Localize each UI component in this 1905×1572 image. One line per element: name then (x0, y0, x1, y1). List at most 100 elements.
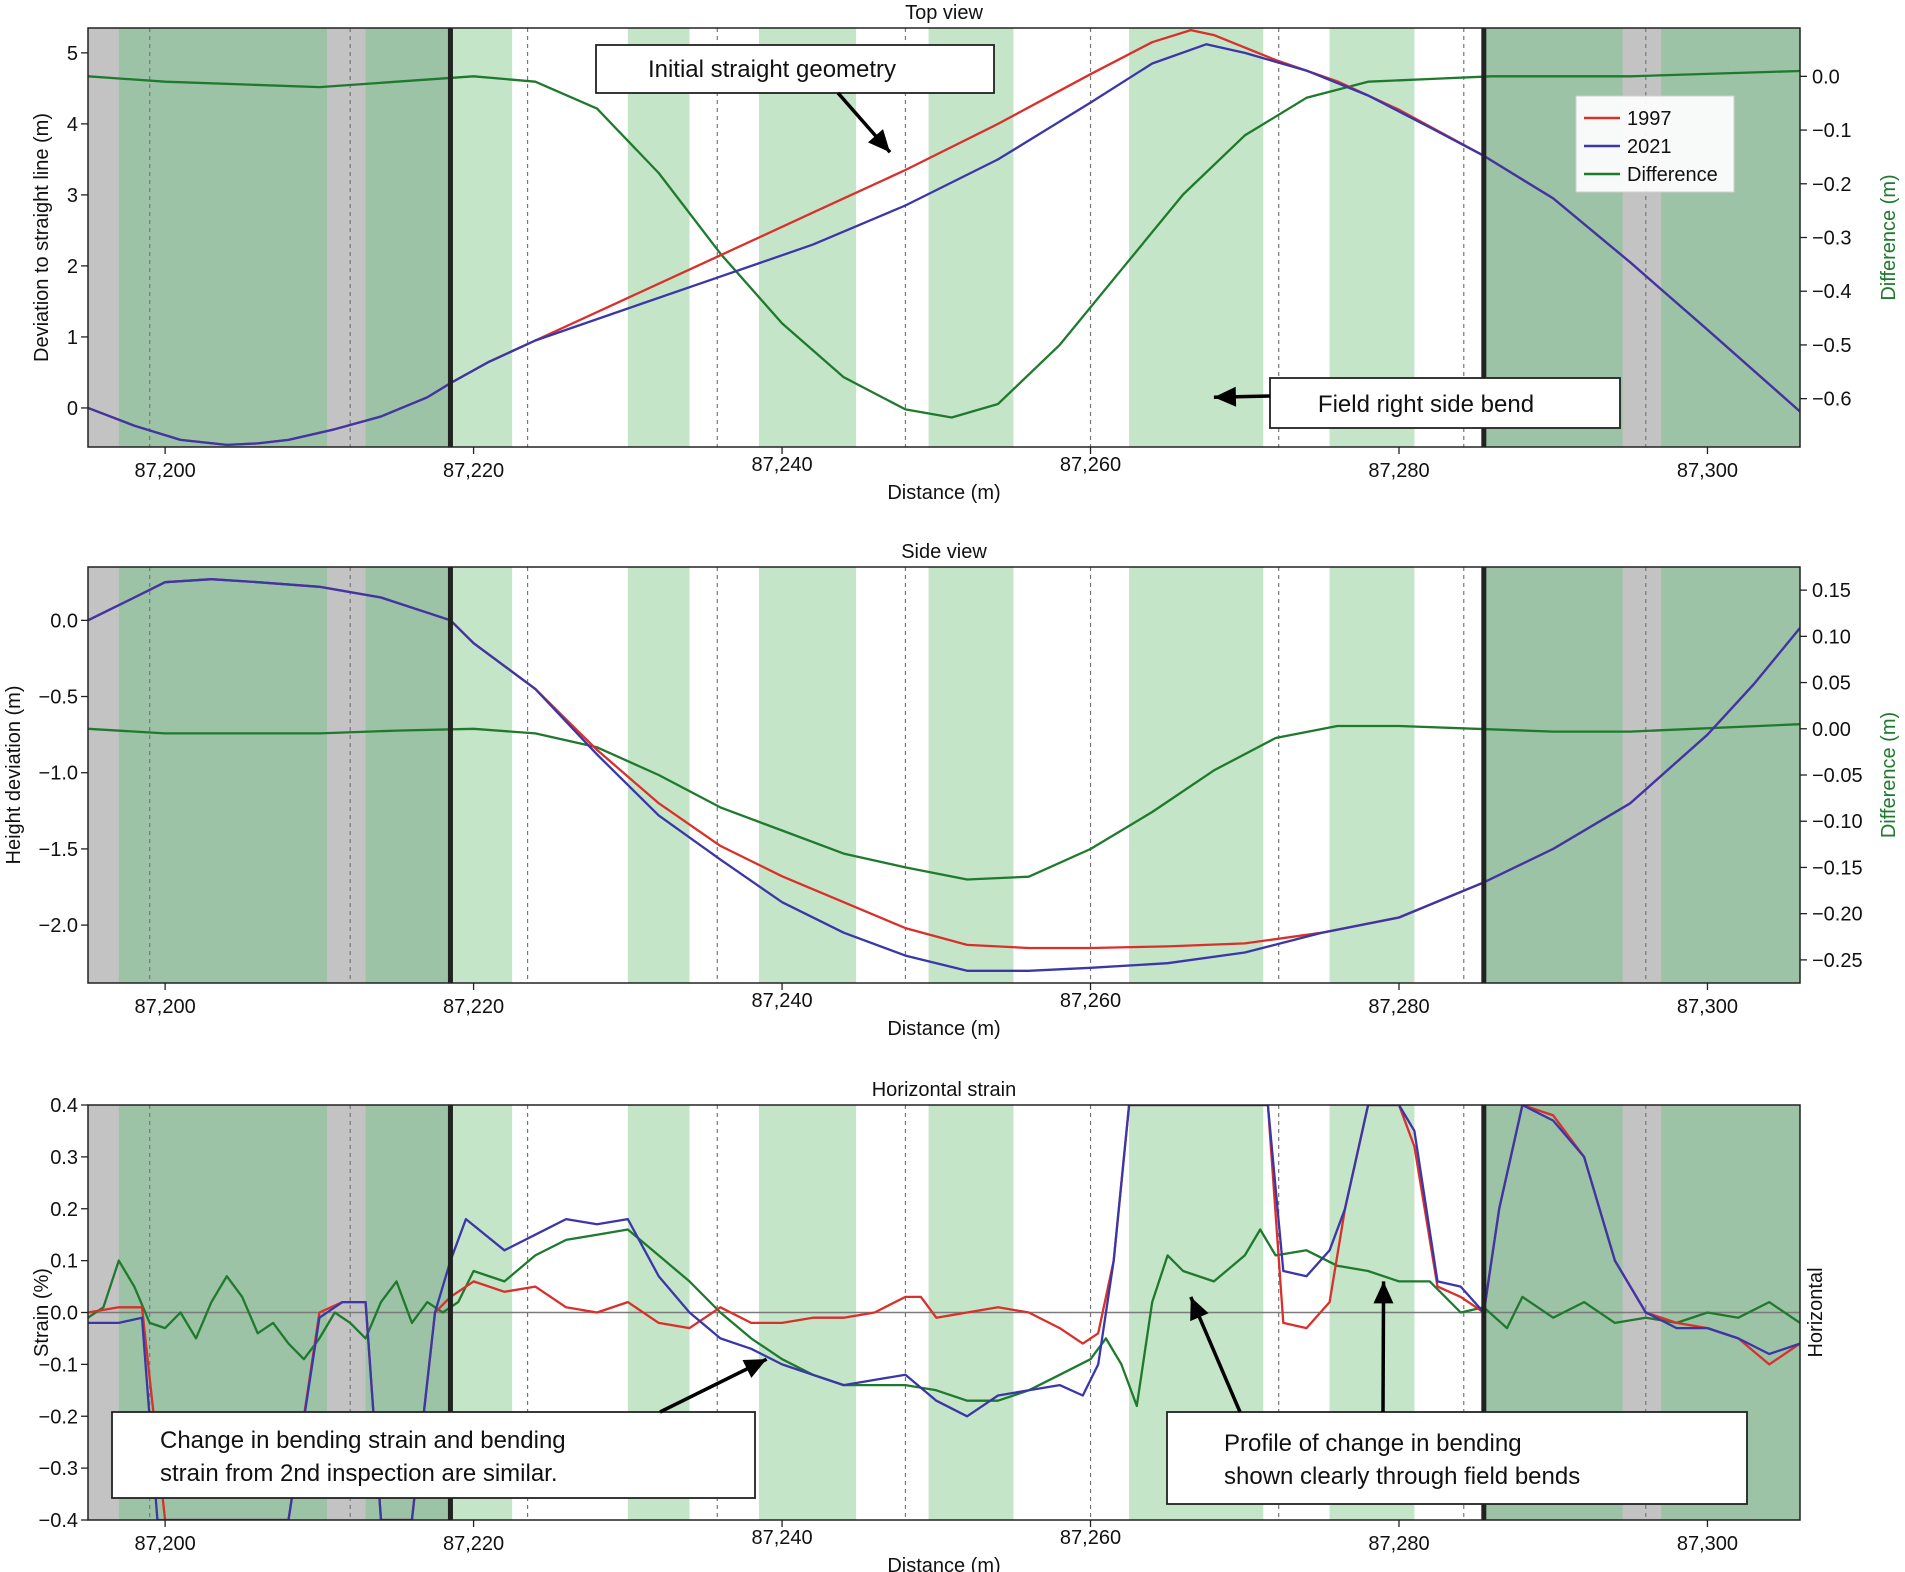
y-right-axis-label: Difference (m) (1878, 174, 1900, 300)
panel-1: Top view 87,200 87,220 87,240 87,260 87,280 87… (31, 2, 1900, 504)
y-tick-label: 0 (67, 398, 78, 420)
y-right-tick-label: −0.4 (1812, 281, 1851, 303)
outer-zone-band (88, 28, 451, 447)
y-right-tick-label: −0.1 (1812, 120, 1851, 142)
x-tick-label: 87,240 (751, 454, 812, 476)
annotation-text-line: Change in bending strain and bending (160, 1427, 566, 1454)
y-right-tick-label: −0.20 (1812, 904, 1863, 926)
legend-box (1575, 95, 1735, 193)
y-right-tick-label: −0.15 (1812, 857, 1863, 879)
grey-band (1622, 28, 1662, 447)
y-right-tick-label: 0.05 (1812, 673, 1851, 695)
y-tick-label: 0.0 (50, 610, 78, 632)
y-tick-label: 0.2 (50, 1199, 78, 1221)
legend-label: Difference (1627, 164, 1718, 186)
y-tick-label: 0.0 (50, 1303, 78, 1325)
y-right-tick-label: 0.10 (1812, 626, 1851, 648)
y-right-tick-label: 0.0 (1812, 66, 1840, 88)
y-right-tick-label: 0.15 (1812, 580, 1851, 602)
annotation-box (1166, 1411, 1748, 1505)
x-tick-label: 87,220 (443, 1533, 504, 1555)
y-tick-label: 4 (67, 114, 78, 136)
y-tick-label: −2.0 (39, 915, 78, 937)
annotation-box (111, 1411, 756, 1499)
x-tick-label: 87,300 (1677, 460, 1738, 482)
series-line-difference (88, 69, 1800, 419)
annotation-arrow-right-head (1373, 1281, 1394, 1304)
annotation-text-line: Profile of change in bending (1224, 1430, 1522, 1457)
annotation-text: Field right side bend (1318, 391, 1534, 418)
y-tick-label: 0.3 (50, 1147, 78, 1169)
x-tick-label: 87,280 (1368, 1533, 1429, 1555)
field-bend-band (928, 567, 1014, 983)
y-right-tick-label: −0.3 (1812, 228, 1851, 250)
y-right-tick-label: −0.6 (1812, 389, 1851, 411)
annotation-arrow-left-head (1190, 1296, 1209, 1322)
field-bend-band (1129, 567, 1264, 983)
grey-band (1622, 567, 1662, 983)
grey-band (88, 567, 119, 983)
grey-band (327, 28, 366, 447)
x-tick-label: 87,200 (135, 996, 196, 1018)
outer-zone-band (88, 567, 451, 983)
x-tick-label: 87,200 (135, 1533, 196, 1555)
annotation-box (595, 44, 995, 94)
annotation: Field right side bend (1213, 377, 1621, 429)
annotation: Initial straight geometry (595, 44, 995, 154)
grey-band (327, 567, 366, 983)
x-axis-label: Distance (m) (887, 482, 1000, 504)
y-tick-label: 0.4 (50, 1095, 78, 1117)
annotation-arrow-head (1213, 386, 1237, 407)
y-tick-label: 1 (67, 327, 78, 349)
x-tick-label: 87,220 (443, 460, 504, 482)
y-right-axis-label: Difference (m) (1878, 712, 1900, 838)
series-line-2021 (88, 1105, 1800, 1520)
panel-3: Horizontal strain 87,200 87,220 87,240 87,26… (31, 1079, 1827, 1572)
y-tick-label: −0.2 (39, 1406, 78, 1428)
annotation: Change in bending strain and bending stra… (111, 1357, 768, 1499)
panel-title: Side view (901, 541, 987, 563)
series-line-difference (88, 723, 1800, 881)
y-right-tick-label: −0.5 (1812, 335, 1851, 357)
x-tick-label: 87,300 (1677, 996, 1738, 1018)
y-tick-label: 3 (67, 185, 78, 207)
y-axis-label: Deviation to straight line (m) (31, 113, 53, 362)
x-tick-label: 87,280 (1368, 996, 1429, 1018)
field-bend-band (627, 28, 690, 447)
legend-label: 1997 (1627, 108, 1672, 130)
field-bend-band (758, 567, 857, 983)
annotation-arrow-head (867, 129, 891, 153)
grey-band (88, 28, 119, 447)
y-tick-label: −1.0 (39, 763, 78, 785)
x-tick-label: 87,280 (1368, 460, 1429, 482)
y-right-tick-label: 0.00 (1812, 719, 1851, 741)
x-tick-label: 87,200 (135, 460, 196, 482)
y-tick-label: −1.5 (39, 839, 78, 861)
y-right-tick-label: −0.2 (1812, 174, 1851, 196)
x-tick-label: 87,260 (1060, 1527, 1121, 1549)
y-tick-label: −0.3 (39, 1458, 78, 1480)
panel-2: Side view 87,200 87,220 87,240 87,260 87,280 8… (3, 541, 1900, 1040)
annotation-box (1269, 377, 1621, 429)
annotation-text: Initial straight geometry (648, 56, 896, 83)
x-tick-label: 87,220 (443, 996, 504, 1018)
field-bend-band (450, 567, 513, 983)
y-right-axis-label: Horizontal (1805, 1267, 1827, 1357)
y-tick-label: 0.1 (50, 1251, 78, 1273)
legend-label: 2021 (1627, 136, 1672, 158)
annotation-arrow-head (742, 1359, 767, 1378)
plot-area (88, 28, 1800, 447)
field-bend-band (1129, 28, 1264, 447)
y-axis-label: Strain (%) (31, 1268, 53, 1357)
x-tick-label: 87,260 (1060, 990, 1121, 1012)
y-right-tick-label: −0.25 (1812, 950, 1863, 972)
panel-title: Horizontal strain (872, 1079, 1017, 1101)
legend: 1997 2021 Difference (1575, 95, 1735, 193)
panel-title: Top view (905, 2, 983, 24)
annotation-text-line: shown clearly through field bends (1224, 1463, 1580, 1490)
y-tick-label: −0.5 (39, 687, 78, 709)
annotation: Profile of change in bending shown clearl… (1166, 1281, 1748, 1505)
x-axis-label: Distance (m) (887, 1555, 1000, 1572)
series-line-2021 (88, 578, 1800, 972)
